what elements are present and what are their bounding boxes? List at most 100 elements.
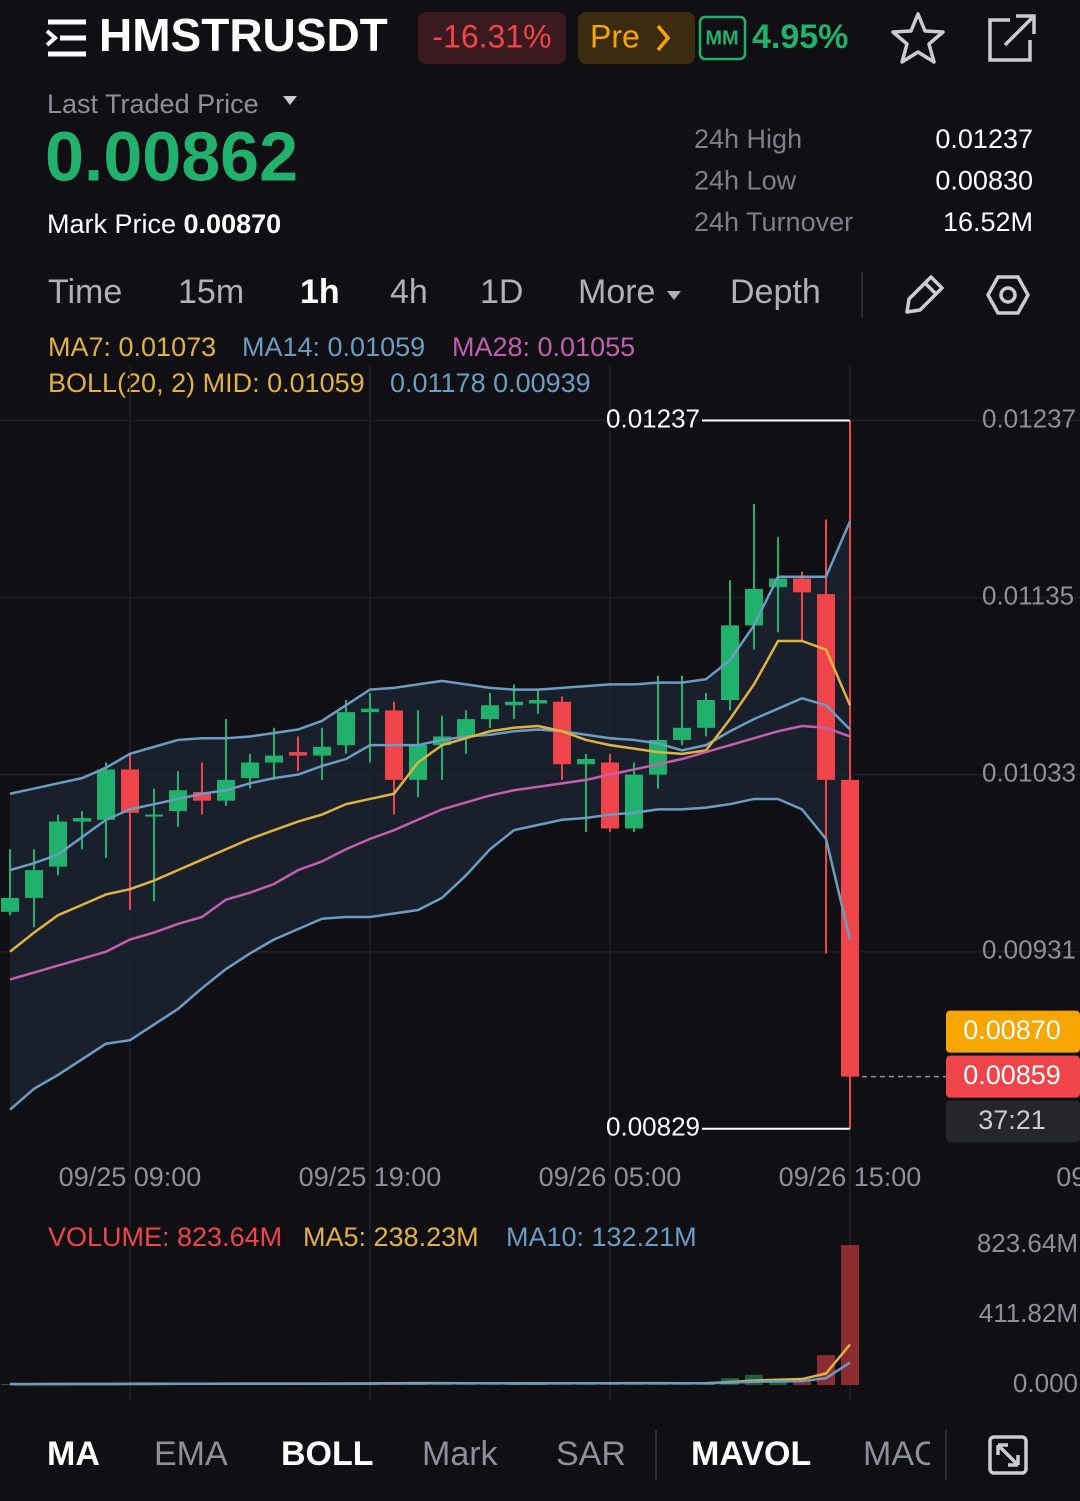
- candle-body: [289, 752, 307, 756]
- volume-chart: VOLUME: 823.64M MA5: 238.23M MA10: 132.21M…: [1, 1222, 1078, 1398]
- countdown: 37:21: [978, 1105, 1046, 1135]
- symbol[interactable]: HMSTRUSDT: [99, 9, 388, 61]
- timeframe-tab[interactable]: 4h: [390, 273, 428, 311]
- candle-body: [313, 746, 331, 756]
- volume-legend: MA5: 238.23M: [303, 1222, 479, 1252]
- timeframe-tab[interactable]: 1h: [300, 273, 340, 311]
- candle-body: [697, 700, 715, 728]
- indicator-line: [9, 724, 851, 981]
- x-tick-label: 09/26 05:00: [539, 1162, 682, 1192]
- favorite-icon[interactable]: [891, 12, 945, 64]
- draw-icon[interactable]: [905, 275, 944, 314]
- indicator-tab[interactable]: SAR: [556, 1435, 626, 1473]
- more-arrow: [667, 291, 681, 300]
- candle-body: [73, 818, 91, 822]
- mark-price-tag-label: 0.00870: [963, 1015, 1061, 1045]
- candle-body: [25, 870, 43, 898]
- candle-body: [817, 594, 835, 780]
- y-tick-label: 0.01135: [982, 580, 1074, 610]
- candle-body: [121, 769, 139, 813]
- candle-body: [721, 625, 739, 701]
- menu-icon[interactable]: [45, 19, 86, 57]
- timeframe-tab[interactable]: 15m: [178, 273, 244, 311]
- timeframe-tab[interactable]: More: [578, 273, 655, 311]
- indicator-tab[interactable]: MAVOL: [691, 1435, 811, 1473]
- indicator-value: MA14: 0.01059: [242, 332, 425, 362]
- last-price: 0.00862: [45, 117, 298, 195]
- timeframe-tabs: Time 15m 1h 4h 1D More Depth: [48, 273, 821, 311]
- y-tick-label: 0.01033: [982, 758, 1076, 788]
- x-tick-label: 09/27: [1056, 1162, 1080, 1192]
- stats: 24h High 0.01237 24h Low 0.00830 24h Turnove…: [694, 124, 1033, 237]
- y-tick-label: 0.000: [1013, 1368, 1078, 1398]
- candle-body: [49, 821, 67, 867]
- stat-label: 24h Low: [694, 166, 797, 196]
- candle-body: [457, 719, 475, 737]
- fullscreen-icon[interactable]: [988, 1435, 1028, 1475]
- candle-body: [841, 779, 859, 1077]
- candle-body: [745, 588, 763, 626]
- indicator-value: MA7: 0.01073: [48, 332, 216, 362]
- candle-body: [673, 727, 691, 740]
- indicator-line: [9, 797, 852, 1111]
- x-tick-label: 09/25 19:00: [299, 1162, 442, 1192]
- mark-label: Mark Price: [47, 209, 176, 239]
- indicator-tab[interactable]: EMA: [154, 1435, 228, 1473]
- candle-body: [169, 790, 187, 812]
- indicator-value: BOLL(20, 2) MID: 0.01059: [48, 368, 365, 398]
- candle-body: [505, 701, 523, 706]
- pre-badge[interactable]: [578, 12, 695, 64]
- volume-bar: [817, 1355, 835, 1385]
- stat-value: 0.01237: [935, 124, 1033, 154]
- volume-legend: VOLUME: 823.64M: [48, 1222, 282, 1252]
- volume-legend: MA10: 132.21M: [506, 1222, 697, 1252]
- last-price-tag-label: 0.00859: [963, 1060, 1061, 1090]
- indicator-tab[interactable]: BOLL: [281, 1435, 374, 1473]
- indicator-line: [9, 696, 851, 872]
- share-icon[interactable]: [988, 14, 1036, 62]
- indicator-line: [10, 1361, 851, 1386]
- mark-price-tag: [946, 1010, 1080, 1053]
- candle-body: [145, 814, 163, 817]
- dropdown-arrow[interactable]: [283, 96, 297, 105]
- settings-icon[interactable]: [985, 275, 1031, 315]
- y-tick-label: 411.82M: [979, 1298, 1078, 1328]
- indicator-tab[interactable]: Mark: [422, 1435, 499, 1473]
- candle-body: [97, 769, 115, 820]
- candle-body: [553, 701, 571, 765]
- candle-body: [625, 774, 643, 829]
- mm: MM: [705, 27, 738, 49]
- price-label: Last Traded Price: [47, 89, 259, 119]
- change-badge: [418, 12, 566, 64]
- candle-body: [601, 762, 619, 829]
- candle-body: [793, 578, 811, 593]
- price-chart: 09/25 09:00 09/25 19:00 09/26 05:00 09/26 1…: [0, 365, 1080, 1400]
- mark-value: 0.00870: [184, 209, 282, 239]
- indicator-tab[interactable]: MAC: [863, 1435, 939, 1473]
- indicator-line: [9, 639, 852, 953]
- candle-body: [337, 712, 355, 746]
- indicator-tab[interactable]: MA: [47, 1435, 100, 1473]
- change: -16.31%: [432, 18, 551, 54]
- y-tick-label: 0.01237: [982, 403, 1076, 433]
- mark-price-label: Mark Price 0.00870: [47, 209, 281, 239]
- timeframe-tab[interactable]: Time: [48, 273, 122, 311]
- indicator-value: 0.01178 0.00939: [390, 368, 591, 398]
- stat-value: 0.00830: [935, 166, 1033, 196]
- candle-body: [769, 578, 787, 588]
- stat-label: 24h High: [694, 124, 802, 154]
- timeframe-tab[interactable]: Depth: [730, 273, 821, 311]
- countdown-tag: [946, 1100, 1080, 1143]
- mm-box: [698, 15, 747, 61]
- y-tick-label: 0.00931: [982, 935, 1076, 965]
- low-marker-label: 0.00829: [606, 1112, 700, 1142]
- stat-value: 16.52M: [943, 207, 1033, 237]
- candle-body: [1, 897, 19, 912]
- candle-body: [481, 705, 499, 720]
- x-tick-label: 09/26 15:00: [779, 1162, 922, 1192]
- pre[interactable]: Pre: [590, 18, 640, 54]
- timeframe-tab[interactable]: 1D: [480, 273, 523, 311]
- indicator-value: MA28: 0.01055: [452, 332, 635, 362]
- mm-value: 4.95%: [752, 18, 848, 56]
